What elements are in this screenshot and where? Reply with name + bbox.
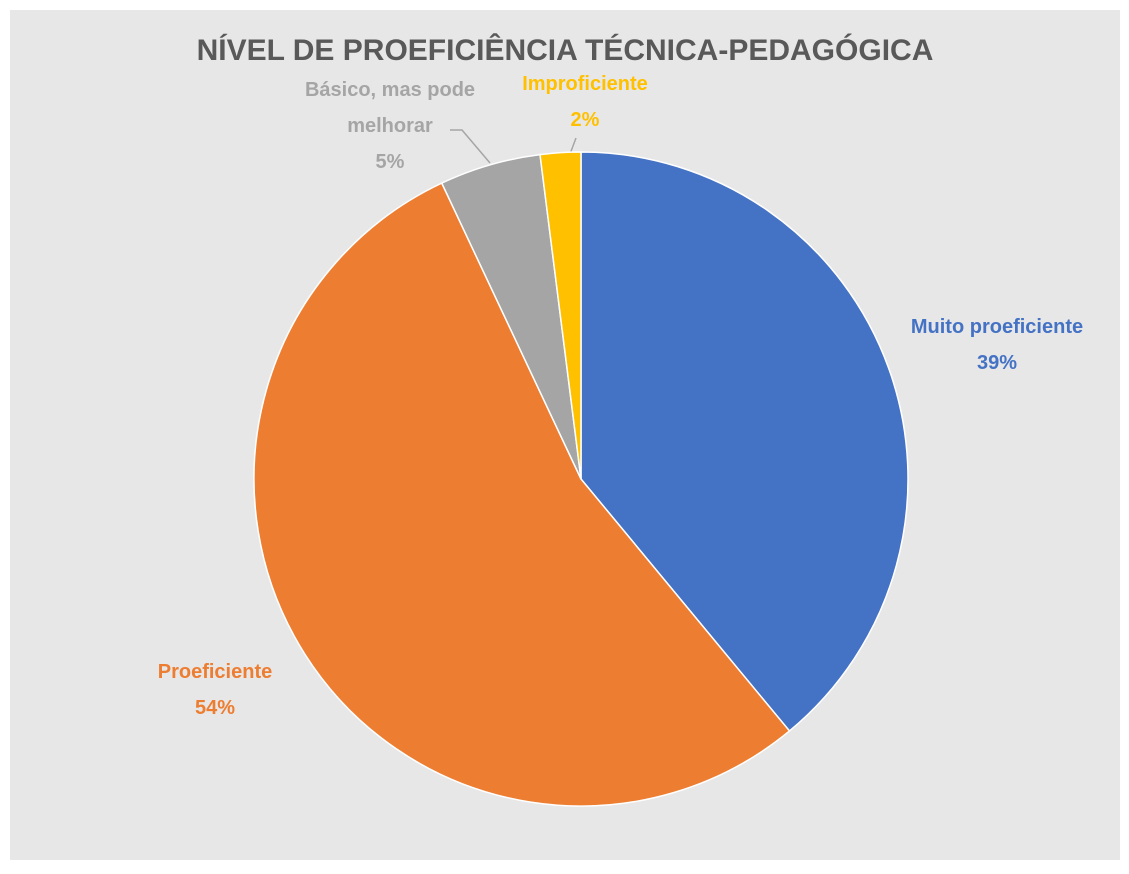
value-label: 39% bbox=[976, 352, 1018, 374]
category-label: Proeficiente bbox=[157, 661, 273, 683]
category-label: Improficiente bbox=[522, 73, 648, 95]
pie-slice bbox=[580, 151, 909, 733]
pie-slice bbox=[539, 151, 582, 480]
category-label: Muito proeficiente bbox=[910, 316, 1084, 338]
data-label: Proeficiente 54% bbox=[115, 654, 315, 726]
data-label: Básico, mas pode melhorar 5% bbox=[275, 72, 505, 180]
leader-line bbox=[450, 129, 491, 164]
chart-area: NÍVEL DE PROEFICIÊNCIA TÉCNICA-PEDAGÓGIC… bbox=[10, 10, 1120, 860]
data-label: Muito proeficiente 39% bbox=[907, 309, 1087, 381]
value-label: 2% bbox=[570, 109, 600, 131]
chart bbox=[253, 129, 909, 807]
leader-line bbox=[569, 137, 577, 155]
value-label: 54% bbox=[194, 697, 236, 719]
value-label: 5% bbox=[375, 151, 405, 173]
data-label: Improficiente 2% bbox=[485, 66, 685, 138]
category-label: Básico, mas pode melhorar bbox=[304, 79, 476, 137]
pie-slice bbox=[253, 182, 791, 807]
chart-title: NÍVEL DE PROEFICIÊNCIA TÉCNICA-PEDAGÓGIC… bbox=[196, 34, 934, 67]
